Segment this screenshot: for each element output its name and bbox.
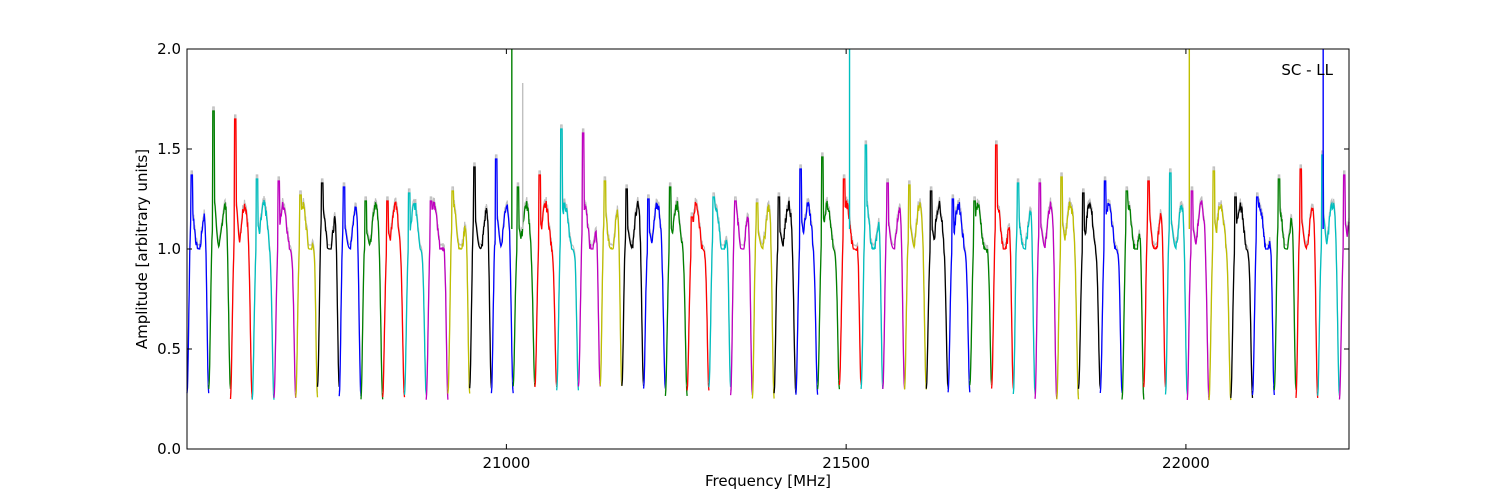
channel-line: [316, 182, 340, 387]
channel-line: [403, 192, 427, 395]
channel-line: [1186, 190, 1210, 400]
x-tick-label: 22000: [1162, 454, 1210, 472]
channel-line: [1317, 154, 1341, 396]
channel-line: [860, 144, 884, 389]
channel-line: [382, 200, 406, 398]
channel-line: [1208, 170, 1232, 401]
channel-line: [751, 202, 775, 399]
channel-line: [664, 186, 688, 396]
channel-line: [229, 118, 253, 400]
channel-line: [295, 194, 319, 398]
channel-line: [708, 196, 732, 388]
channel-line: [1143, 180, 1167, 388]
channel-line: [1164, 172, 1188, 395]
channel-line: [686, 201, 710, 391]
series-layer: [186, 106, 1350, 401]
channel-line: [773, 196, 797, 394]
channel-line: [447, 190, 471, 394]
channel-line: [512, 186, 536, 387]
channel-line: [1121, 190, 1145, 400]
channel-line: [1056, 176, 1080, 400]
channel-line: [186, 174, 210, 394]
y-tick-label: 1.5: [157, 140, 181, 158]
channel-line: [360, 200, 384, 400]
y-tick-label: 0.5: [157, 340, 181, 358]
channel-line: [469, 166, 493, 389]
channel-line: [1099, 180, 1123, 394]
channel-line: [251, 178, 275, 400]
channel-line: [1012, 182, 1036, 395]
channel-line: [556, 128, 580, 391]
channel-line: [729, 200, 754, 396]
ticks-layer: 21000 21500 22000 0.0 0.5 1.0 1.5 2.0: [157, 40, 1349, 472]
channel-line: [1251, 196, 1275, 396]
channel-line: [599, 180, 623, 387]
channel-line: [816, 156, 841, 390]
channel-line: [795, 168, 819, 395]
channel-line: [1273, 178, 1297, 390]
channel-line: [903, 184, 927, 390]
y-tick-label: 0.0: [157, 440, 181, 458]
channel-line: [1034, 182, 1058, 399]
channel-line: [577, 132, 601, 387]
y-tick-label: 2.0: [157, 40, 181, 58]
channel-line: [969, 200, 993, 386]
x-tick-label: 21500: [822, 454, 870, 472]
channel-line: [338, 186, 362, 397]
channel-line: [490, 158, 514, 394]
y-tick-label: 1.0: [157, 240, 181, 258]
spike-layer: [511, 49, 1324, 229]
channel-line: [947, 198, 971, 393]
channel-line: [273, 180, 297, 398]
channel-line: [425, 200, 449, 400]
channel-line: [990, 144, 1014, 389]
channel-line: [925, 190, 949, 389]
channel-line: [1077, 192, 1101, 389]
channel-line: [1230, 196, 1254, 398]
channel-line: [642, 198, 667, 389]
channel-line: [1338, 174, 1350, 400]
channel-line: [1295, 168, 1319, 398]
x-axis-label: Frequency [MHz]: [705, 472, 831, 490]
channel-line: [621, 188, 645, 386]
channel-line: [882, 182, 906, 389]
y-axis-label: Amplitude [arbitrary units]: [133, 149, 151, 349]
channel-line: [208, 110, 232, 389]
channel-line: [534, 174, 558, 388]
chart-annotation: SC - LL: [1281, 61, 1333, 79]
x-tick-label: 21000: [483, 454, 531, 472]
